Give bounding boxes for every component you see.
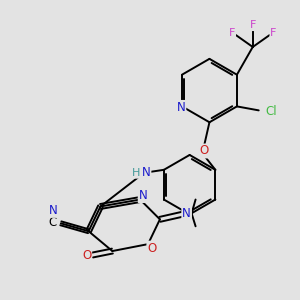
Text: N: N: [142, 166, 150, 179]
Text: N: N: [49, 204, 57, 217]
Text: F: F: [250, 20, 256, 30]
Text: F: F: [270, 28, 277, 38]
Text: N: N: [177, 101, 185, 114]
Text: H: H: [132, 168, 140, 178]
Text: O: O: [200, 145, 209, 158]
Text: N: N: [182, 207, 191, 220]
Text: Cl: Cl: [266, 105, 278, 118]
Text: F: F: [229, 28, 235, 38]
Text: C: C: [49, 216, 57, 229]
Text: N: N: [139, 189, 147, 202]
Text: O: O: [82, 248, 91, 262]
Text: O: O: [147, 242, 157, 255]
